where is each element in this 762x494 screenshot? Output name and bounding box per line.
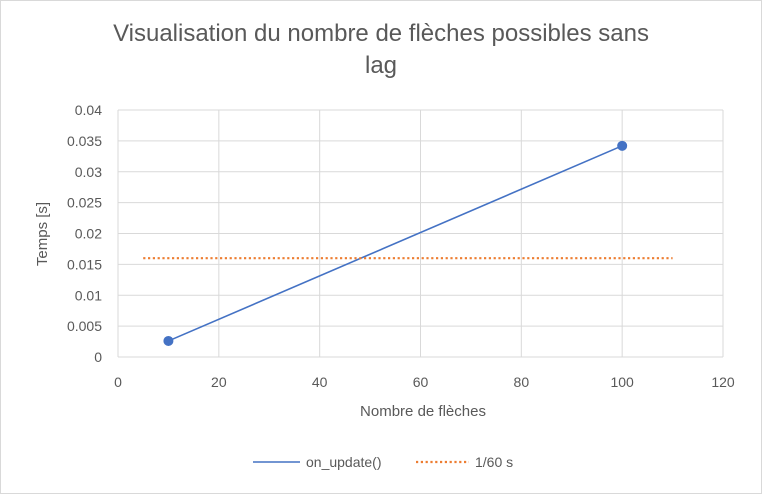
legend: on_update() 1/60 s [253, 454, 513, 470]
data-point [617, 140, 628, 151]
chart-title-line-2: lag [364, 52, 398, 79]
x-tick-label: 40 [312, 374, 328, 390]
y-tick-label: 0.02 [75, 226, 102, 242]
y-tick-label: 0.005 [67, 318, 102, 334]
y-tick-label: 0.03 [75, 164, 102, 180]
x-tick-label: 60 [413, 374, 429, 390]
x-tick-label: 100 [610, 374, 634, 390]
y-tick-label: 0.025 [67, 195, 102, 211]
x-tick-label: 20 [211, 374, 227, 390]
series-layer [143, 140, 673, 346]
tick-labels: 0 0.005 0.01 0.015 0.02 0.025 0.03 0.035 0.04 0 20… [67, 102, 735, 390]
x-tick-label: 120 [711, 374, 735, 390]
y-tick-label: 0.04 [75, 102, 102, 118]
legend-label: 1/60 s [475, 454, 513, 470]
legend-label: on_update() [306, 454, 382, 470]
data-point [163, 335, 174, 346]
y-tick-label: 0 [94, 349, 102, 365]
y-tick-label: 0.01 [75, 287, 102, 303]
chart-title-line-1: Visualisation du nombre de flèches possi… [113, 20, 649, 47]
y-tick-label: 0.015 [67, 256, 102, 272]
x-tick-label: 80 [514, 374, 530, 390]
y-axis-label: Temps [s] [34, 202, 51, 266]
x-axis-label: Nombre de flèches [360, 403, 486, 420]
y-tick-label: 0.035 [67, 133, 102, 149]
grid [117, 109, 724, 358]
series-line-on-update [168, 145, 623, 342]
chart-title: Visualisation du nombre de flèches possi… [0, 18, 762, 82]
x-tick-label: 0 [114, 374, 122, 390]
